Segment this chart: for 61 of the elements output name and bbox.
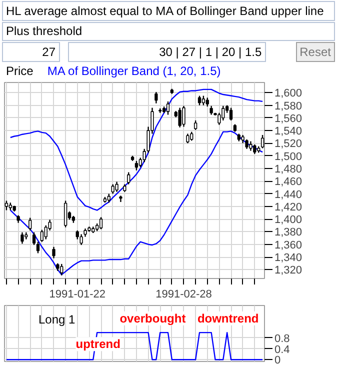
- candlestick: [194, 120, 198, 131]
- candlestick: [198, 95, 202, 106]
- line-series: [10, 88, 264, 211]
- candlestick: [115, 181, 118, 192]
- y-tick-label: 1,520: [274, 138, 302, 150]
- y-tick-label: 1,560: [274, 112, 302, 125]
- y-tick-label: 1,420: [274, 201, 302, 214]
- candlestick: [182, 105, 186, 128]
- text: Plus threshold: [2, 22, 335, 41]
- candlestick: [253, 144, 256, 155]
- y-tick-label: 1,540: [274, 126, 302, 138]
- candlestick: [119, 195, 122, 203]
- chart-title: HL average almost equal to MA of Bollinger Band upper line: [2, 1, 335, 21]
- candlestick: [52, 246, 56, 259]
- y-tick-label: 1,360: [274, 239, 302, 252]
- y-tick-label: 1,320: [274, 264, 302, 277]
- candlestick: [154, 91, 158, 104]
- line-series: [10, 130, 264, 276]
- x-tick-label: 1991-01-22: [49, 288, 106, 300]
- candlestick: [4, 200, 8, 211]
- y-tick-label: 0.8: [274, 332, 290, 345]
- candlestick: [186, 133, 190, 144]
- text: Long 1: [38, 312, 76, 326]
- x-tick-label: 1991-02-28: [156, 288, 212, 300]
- text: 30 | 27 | 1 | 20 | 1.5: [68, 42, 266, 62]
- candlestick: [249, 140, 252, 152]
- annotation: downtrend: [197, 311, 259, 326]
- candlestick: [40, 229, 44, 242]
- y-tick-label: 1,600: [274, 88, 302, 100]
- y-tick-label: 0: [274, 354, 281, 367]
- y-tick-label: 1,400: [274, 214, 302, 226]
- y-tick-label: 1,340: [274, 252, 302, 264]
- candlestick: [20, 232, 24, 244]
- candlestick: [202, 95, 206, 106]
- candlestick: [60, 263, 64, 276]
- y-tick-label: 1,440: [274, 188, 302, 201]
- candlestick: [32, 232, 36, 246]
- y-axis-title: Price: [6, 64, 34, 78]
- annotation: uptrend: [76, 337, 120, 352]
- candlestick: [245, 138, 248, 150]
- candlestick: [127, 172, 130, 185]
- annotation: overbought: [120, 311, 186, 326]
- candlestick: [28, 217, 32, 232]
- y-tick-label: 1,460: [274, 176, 302, 188]
- candlestick: [111, 184, 114, 194]
- candlestick: [99, 216, 103, 230]
- y-tick-label: 1,480: [274, 163, 302, 176]
- candlestick: [229, 107, 233, 122]
- y-tick-label: 1,500: [274, 150, 302, 163]
- candlestick: [222, 105, 225, 122]
- candlestick: [64, 200, 68, 228]
- y-tick-label: 1,580: [274, 100, 302, 112]
- y-tick-label: 1,380: [274, 226, 302, 239]
- candlestick: [178, 107, 182, 128]
- candlestick: [36, 241, 40, 254]
- text: Reset: [296, 42, 335, 62]
- y-tick-label: 0.4: [274, 344, 290, 356]
- text: 27: [2, 42, 60, 62]
- candlestick: [134, 160, 138, 171]
- series-label: MA of Bollinger Band (1, 20, 1.5): [47, 64, 221, 78]
- candlestick: [166, 100, 170, 116]
